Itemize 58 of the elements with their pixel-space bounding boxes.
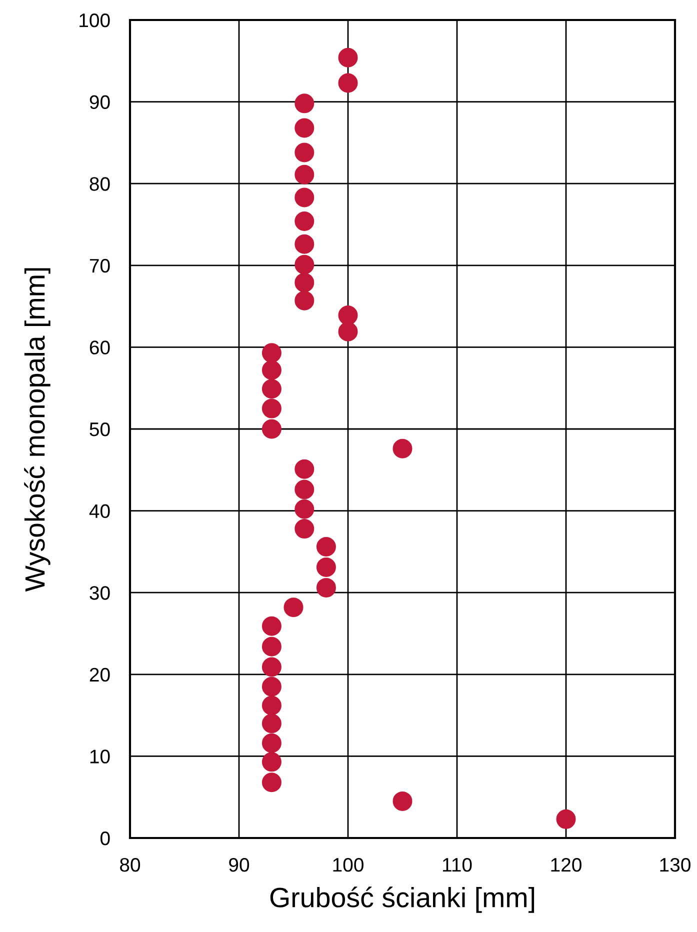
point <box>294 118 314 138</box>
y-axis-title: Wysokość monopala [mm] <box>24 268 50 592</box>
point <box>338 322 358 342</box>
point <box>294 164 314 184</box>
point <box>262 636 282 656</box>
x-tick-label: 90 <box>229 858 250 872</box>
point <box>294 290 314 310</box>
point <box>294 94 314 114</box>
point <box>392 438 412 458</box>
point <box>262 657 282 677</box>
y-tick-label: 10 <box>90 750 110 764</box>
point <box>262 379 282 399</box>
x-tick-label: 80 <box>120 858 140 872</box>
point <box>392 791 412 811</box>
point <box>262 343 282 363</box>
y-tick-label: 40 <box>89 504 110 518</box>
point <box>294 272 314 292</box>
point <box>338 306 358 326</box>
point <box>294 211 314 231</box>
point <box>262 616 282 636</box>
point <box>338 48 358 68</box>
x-tick-label: 110 <box>442 858 472 872</box>
point <box>262 398 282 418</box>
point <box>316 578 336 598</box>
y-tick-label: 100 <box>80 13 110 28</box>
point <box>294 480 314 500</box>
point <box>294 459 314 479</box>
point <box>262 733 282 753</box>
point <box>294 254 314 274</box>
point <box>338 73 358 93</box>
point <box>294 142 314 162</box>
point <box>316 537 336 557</box>
point <box>294 519 314 539</box>
y-tick-label: 80 <box>90 177 110 191</box>
point <box>294 188 314 208</box>
y-tick-label: 70 <box>90 258 110 273</box>
x-tick-label: 100 <box>333 858 364 872</box>
x-tick-label: 130 <box>660 858 690 872</box>
point <box>262 714 282 734</box>
y-tick-label: 0 <box>100 831 110 846</box>
x-axis-title: Grubość ścianki [mm] <box>270 886 534 913</box>
point <box>294 234 314 254</box>
point <box>262 696 282 716</box>
point <box>316 557 336 577</box>
y-tick-label: 20 <box>90 668 110 682</box>
x-tick-label: 120 <box>551 858 582 872</box>
point <box>294 499 314 519</box>
y-tick-label: 30 <box>90 586 110 600</box>
point <box>262 772 282 792</box>
point <box>262 360 282 380</box>
point <box>262 419 282 439</box>
point <box>284 598 304 618</box>
y-tick-label: 50 <box>90 422 110 436</box>
y-tick-label: 90 <box>90 95 110 110</box>
point <box>556 809 576 829</box>
point <box>262 676 282 696</box>
y-tick-label: 60 <box>90 340 110 354</box>
point <box>262 752 282 772</box>
